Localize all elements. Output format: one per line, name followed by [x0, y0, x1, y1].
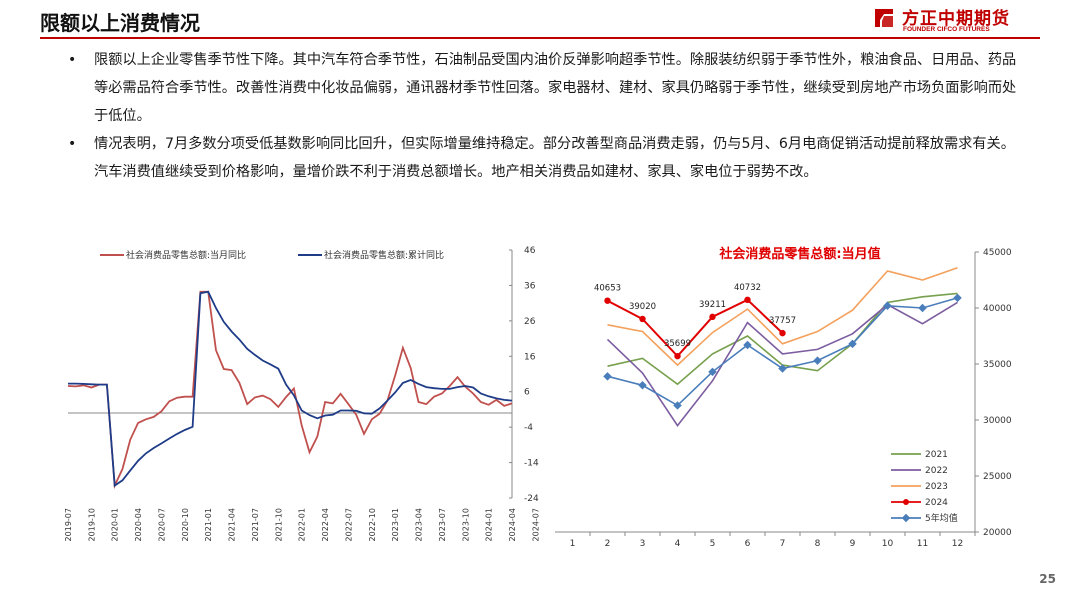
x-tick-label: 2023-01	[391, 508, 400, 541]
x-tick-label: 2022-04	[321, 508, 330, 541]
x-tick-label: 2020-04	[134, 508, 143, 541]
legend-label: 2021	[925, 450, 948, 460]
x-tick-label: 2022-01	[298, 508, 307, 541]
legend-marker	[901, 513, 911, 523]
series-line	[67, 290, 513, 490]
y-tick-label: -24	[524, 494, 539, 504]
data-point	[604, 297, 611, 304]
data-label: 40732	[734, 283, 761, 293]
y-tick-label: 40000	[983, 304, 1012, 314]
bullet-text: 情况表明，7月多数分项受低基数影响同比回升，但实际增量维持稳定。部分改善型商品消…	[94, 136, 1015, 180]
page-title: 限额以上消费情况	[40, 11, 200, 35]
monthly-value-chart: 社会消费品零售总额:当月值 45000 40000 35000 30000 25000 20…	[555, 246, 1012, 549]
series-line	[607, 266, 958, 367]
x-tick-label: 2019-10	[87, 508, 96, 541]
series-line	[606, 301, 958, 427]
x-tick-label: 2022-10	[368, 508, 377, 541]
x-tick-label: 11	[917, 539, 928, 549]
founder-logo-icon	[875, 9, 893, 27]
x-tick-label: 9	[850, 539, 856, 549]
x-tick-label: 2024-07	[531, 508, 540, 541]
chart-title: 社会消费品零售总额:当月值	[718, 246, 880, 262]
logo: 方正中期期货 FOUNDER CIFCO FUTURES	[872, 4, 1032, 34]
data-label: 39020	[629, 302, 656, 312]
bullet-text: 限额以上企业零售季节性下降。其中汽车符合季节性，石油制品受国内油价反弹影响超季节…	[94, 52, 1017, 124]
x-tick-label: 2023-04	[415, 508, 424, 541]
data-label: 40653	[594, 284, 621, 294]
series-line	[607, 298, 784, 358]
y-tick-label: 46	[524, 246, 536, 256]
logo-text-cn: 方正中期期货	[902, 9, 1010, 29]
y-tick-label: 6	[524, 388, 530, 398]
x-tick-label: 2021-01	[204, 508, 213, 541]
x-tick-label: 2024-01	[485, 508, 494, 541]
x-tick-label: 6	[745, 539, 751, 549]
y-tick-label: 16	[524, 352, 536, 362]
x-tick-label: 2020-10	[181, 508, 190, 541]
bullet-list: • 限额以上企业零售季节性下降。其中汽车符合季节性，石油制品受国内油价反弹影响超…	[66, 46, 1026, 186]
series-line	[68, 290, 513, 488]
data-point	[639, 315, 646, 323]
x-tick-label: 4	[675, 539, 681, 549]
y-tick-label: -4	[524, 423, 533, 433]
header-divider	[40, 37, 1040, 39]
y-tick-label: 35000	[983, 360, 1012, 370]
x-tick-label: 7	[780, 539, 786, 549]
y-tick-label: 26	[524, 317, 536, 327]
data-point	[603, 372, 612, 381]
data-point	[744, 296, 751, 304]
data-point	[638, 381, 647, 390]
legend-label: 2022	[925, 466, 948, 476]
x-tick-label: 2019-07	[64, 508, 73, 541]
x-tick-label: 12	[952, 539, 963, 549]
legend-label: 社会消费品零售总额:累计同比	[324, 249, 444, 261]
y-tick-label: -14	[524, 459, 539, 469]
x-tick-label: 2020-07	[157, 508, 166, 541]
data-point	[673, 401, 682, 410]
legend-marker	[903, 499, 909, 505]
legend-label: 2024	[925, 498, 948, 508]
data-label: 35699	[664, 339, 691, 349]
x-tick-label: 2024-04	[508, 508, 517, 541]
x-tick-label: 1	[570, 539, 576, 549]
x-tick-label: 2021-10	[274, 508, 283, 541]
x-tick-label: 10	[882, 539, 894, 549]
data-label: 37757	[769, 316, 796, 326]
bullet-dot-icon: •	[68, 136, 77, 152]
legend-label: 5年均值	[925, 512, 958, 524]
y-tick-label: 25000	[983, 472, 1012, 482]
legend-label: 2023	[925, 482, 948, 492]
data-point	[708, 367, 717, 377]
data-point	[918, 303, 927, 313]
x-tick-label: 2023-07	[438, 508, 447, 541]
x-tick-label: 5	[710, 539, 716, 549]
data-point	[848, 339, 857, 349]
y-tick-label: 36	[524, 281, 536, 291]
page-number: 25	[1039, 572, 1056, 586]
legend-label: 社会消费品零售总额:当月同比	[126, 249, 246, 261]
x-tick-label: 2021-07	[251, 508, 260, 541]
bullet-item: • 情况表明，7月多数分项受低基数影响同比回升，但实际增量维持稳定。部分改善型商…	[66, 130, 1026, 186]
yoy-line-chart: 46 36 26 16 6 -4 -14 -24 2019-07 2019-10 2020-01 20…	[64, 246, 540, 541]
y-tick-label: 20000	[983, 528, 1012, 538]
x-tick-label: 2	[605, 539, 611, 549]
data-point	[813, 356, 822, 365]
x-tick-label: 2021-04	[228, 508, 237, 541]
bullet-dot-icon: •	[68, 52, 77, 68]
bullet-item: • 限额以上企业零售季节性下降。其中汽车符合季节性，石油制品受国内油价反弹影响超…	[66, 46, 1026, 130]
y-tick-label: 30000	[983, 416, 1012, 426]
x-tick-label: 3	[640, 539, 646, 549]
data-label: 39211	[699, 300, 726, 310]
x-tick-label: 2022-07	[344, 508, 353, 541]
y-tick-label: 45000	[983, 248, 1012, 258]
data-point	[674, 352, 681, 360]
x-tick-label: 8	[815, 539, 821, 549]
data-point	[709, 313, 716, 321]
data-point	[953, 293, 962, 303]
x-tick-label: 2020-01	[111, 508, 120, 541]
data-point	[779, 329, 786, 337]
x-tick-label: 2023-10	[461, 508, 470, 541]
logo-text-en: FOUNDER CIFCO FUTURES	[903, 26, 990, 33]
